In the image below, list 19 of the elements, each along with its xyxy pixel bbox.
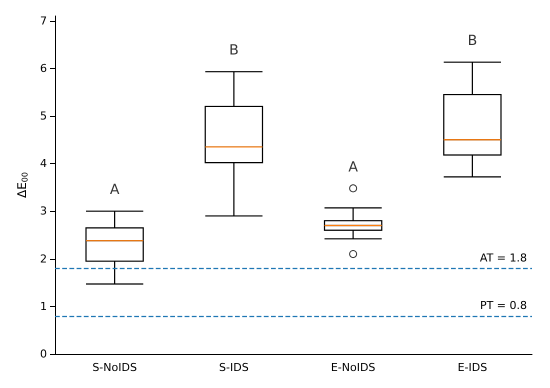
x-tick-label: E-NoIDS bbox=[330, 361, 376, 374]
y-tick-label: 5 bbox=[40, 109, 47, 122]
y-tick-label: 2 bbox=[40, 252, 47, 266]
ref-line-label: PT = 0.8 bbox=[480, 298, 527, 312]
y-tick-label: 4 bbox=[40, 157, 47, 170]
y-tick-label: 1 bbox=[40, 300, 47, 313]
annotation: A bbox=[110, 182, 120, 198]
annotation: A bbox=[348, 159, 358, 176]
y-tick-label: 7 bbox=[40, 14, 47, 28]
x-tick-label: E-IDS bbox=[458, 361, 488, 374]
x-tick-label: S-IDS bbox=[219, 361, 249, 374]
y-tick-label: 0 bbox=[40, 348, 47, 360]
y-axis-title: ΔE00 bbox=[15, 172, 30, 198]
y-tick-label: 6 bbox=[40, 62, 47, 75]
y-tick-label: 3 bbox=[40, 204, 47, 218]
x-tick-label: S-NoIDS bbox=[92, 361, 137, 374]
annotation: B bbox=[468, 33, 478, 50]
annotation: B bbox=[229, 42, 239, 59]
ref-line-label: AT = 1.8 bbox=[480, 251, 527, 264]
